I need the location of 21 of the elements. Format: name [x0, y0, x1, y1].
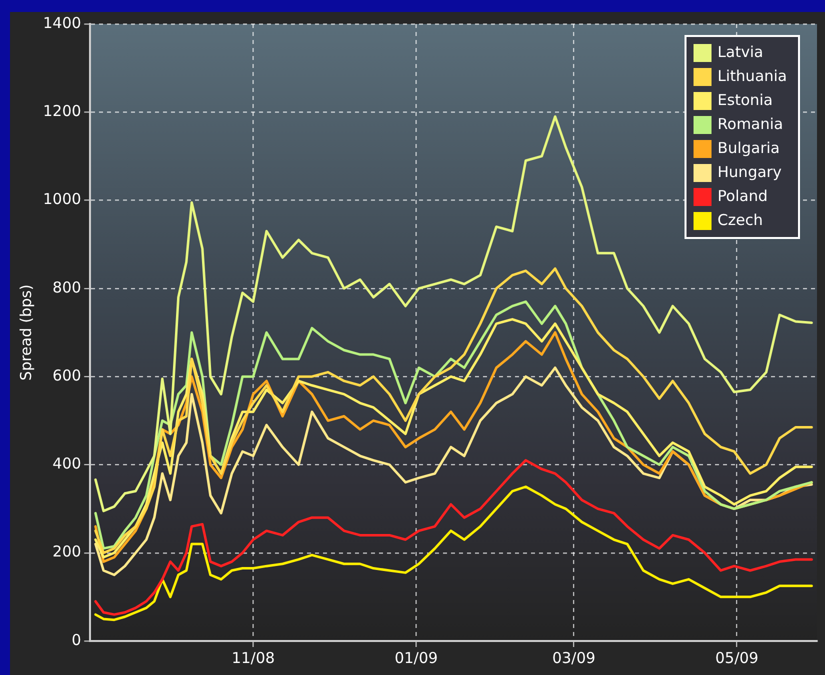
legend-label: Czech: [718, 210, 763, 229]
legend-label: Lithuania: [718, 66, 788, 85]
y-tick-label: 200: [52, 542, 82, 561]
y-tick-label: 600: [52, 366, 82, 384]
y-tick-label: 400: [52, 454, 82, 473]
x-tick-label: 01/09: [394, 648, 438, 667]
legend-label: Bulgaria: [718, 138, 780, 157]
legend-label: Poland: [718, 186, 768, 205]
y-tick-label: 0: [72, 630, 82, 649]
y-tick-label: 1400: [42, 14, 82, 32]
legend-label: Estonia: [718, 90, 773, 109]
y-tick-label: 800: [52, 278, 82, 296]
legend-label: Hungary: [718, 162, 782, 181]
x-tick-label: 05/09: [715, 648, 758, 667]
legend-label: Latvia: [718, 42, 764, 61]
legend-label: Romania: [718, 114, 784, 133]
x-tick-label: 11/08: [232, 648, 275, 667]
y-tick-label: 1200: [42, 102, 82, 120]
y-axis-title: Spread (bps): [16, 284, 35, 381]
y-tick-label: 1000: [42, 190, 82, 208]
x-tick-label: 03/09: [552, 648, 596, 667]
